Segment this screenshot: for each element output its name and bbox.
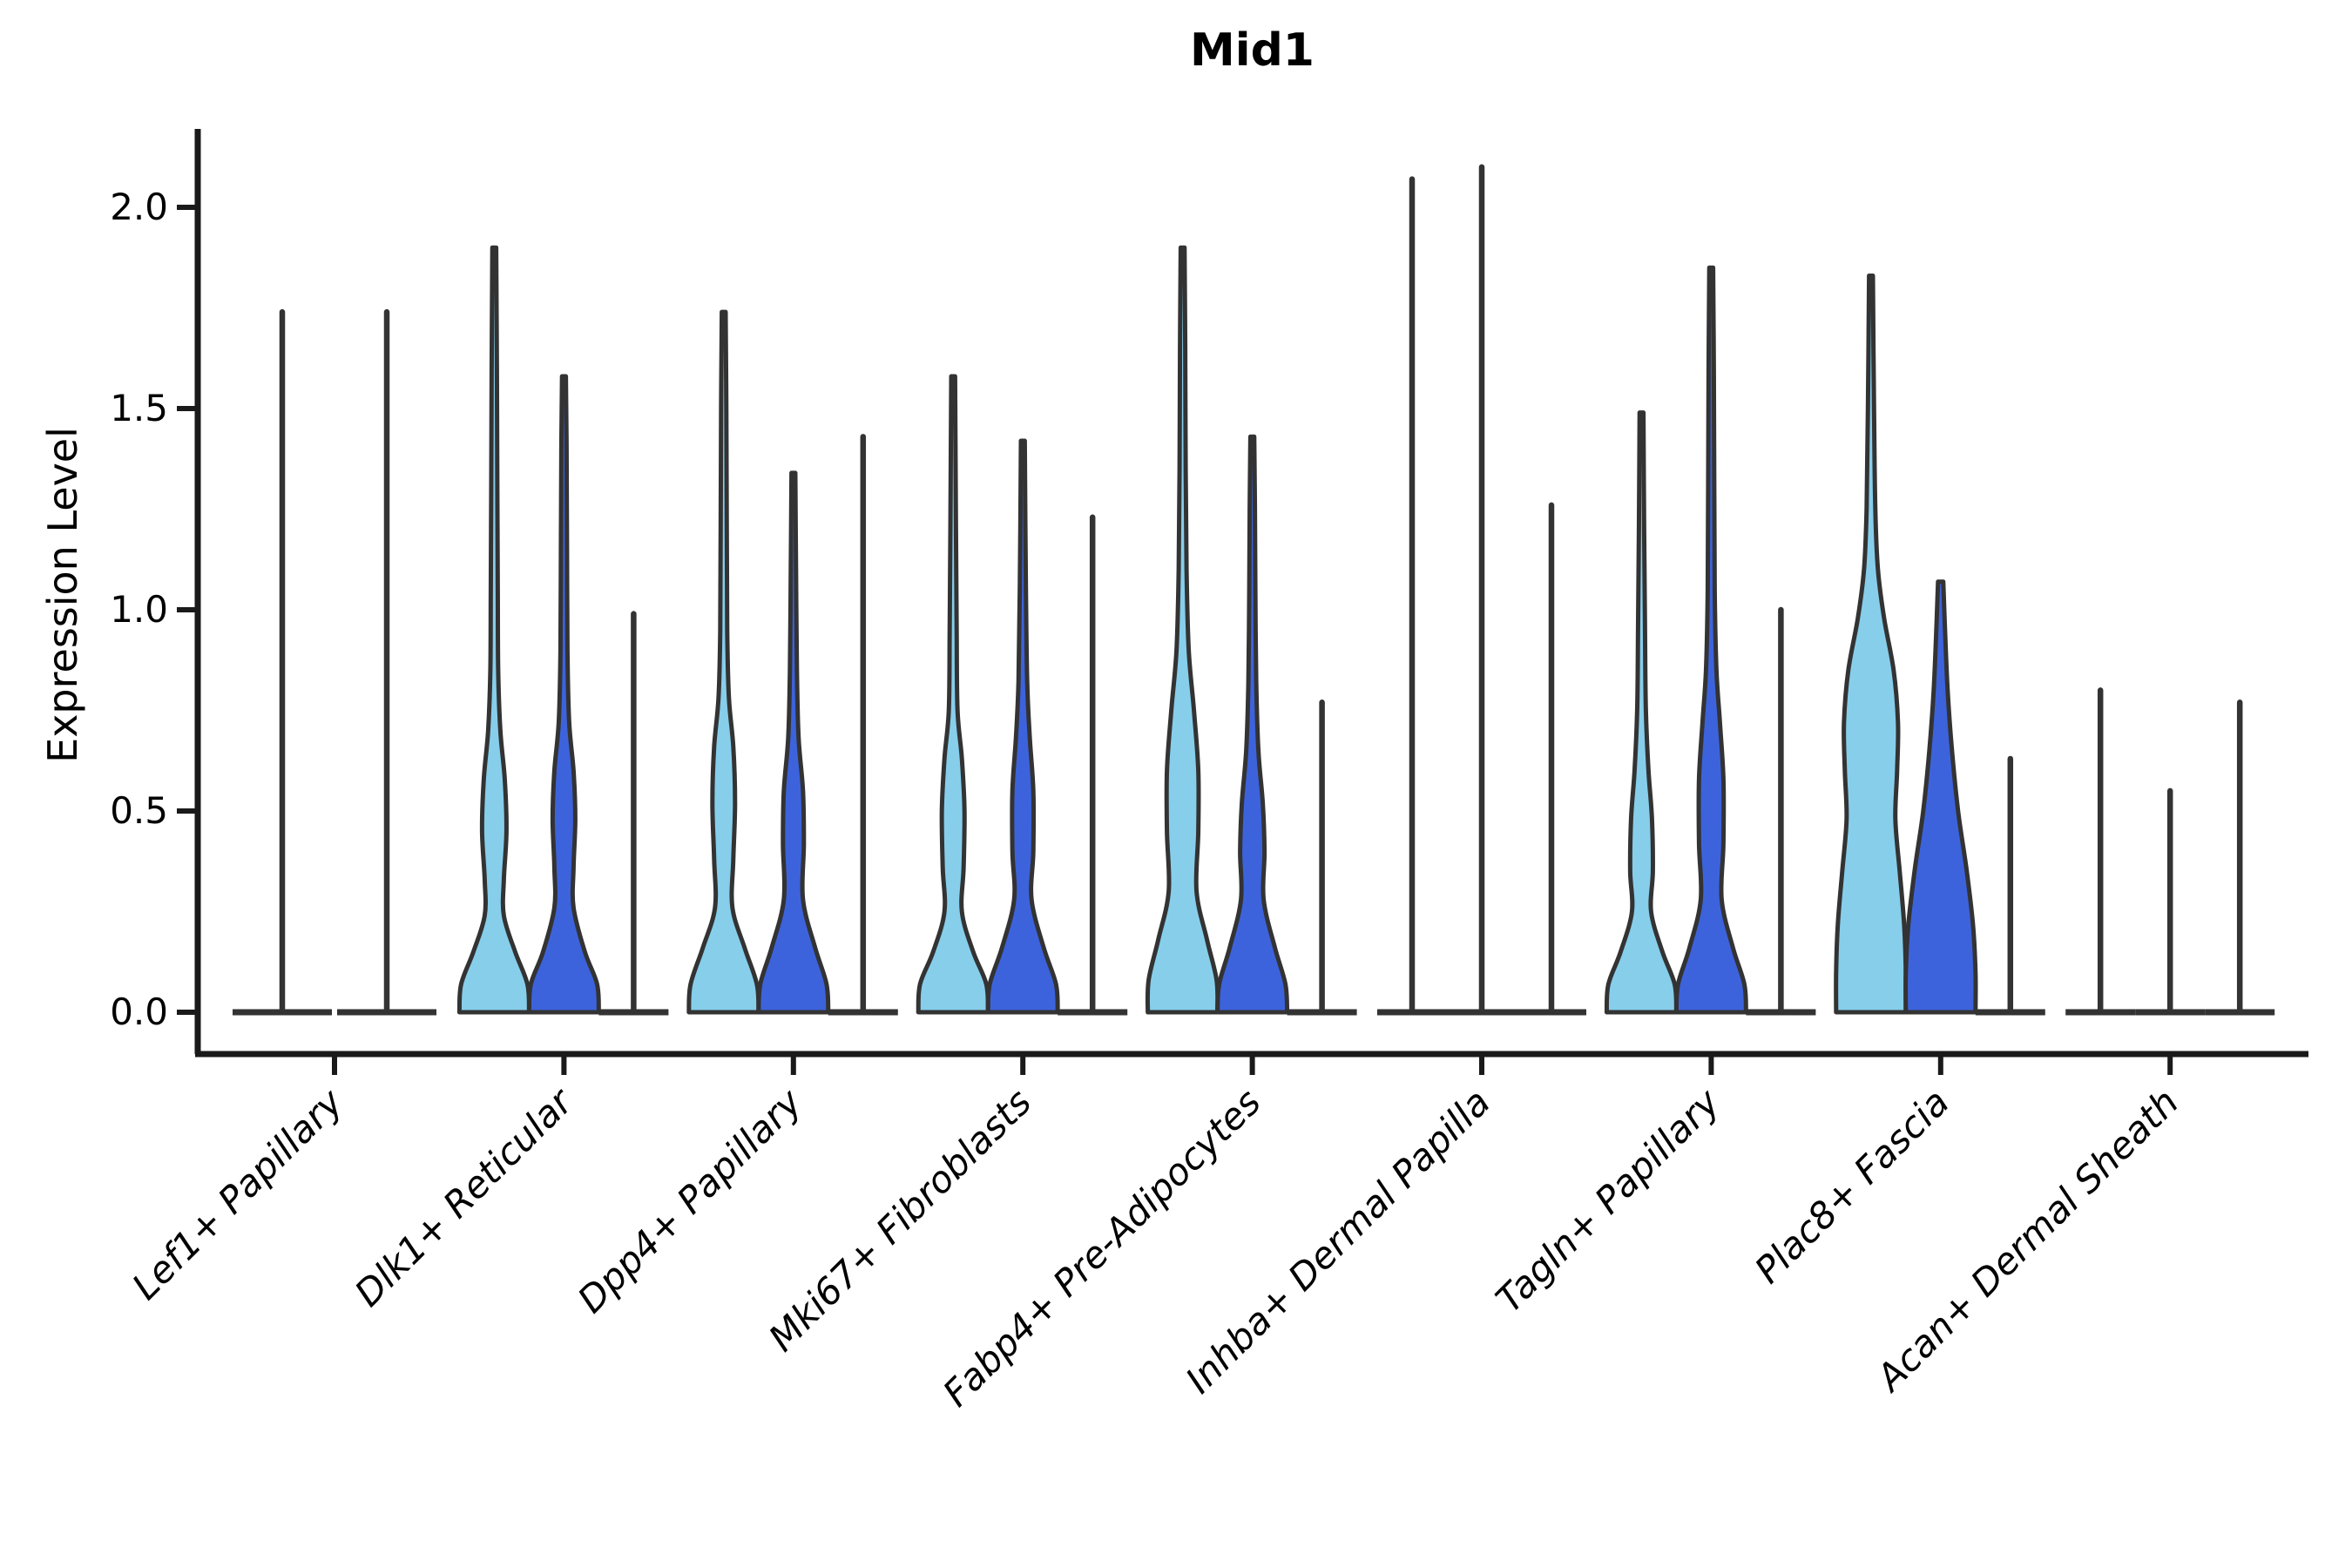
- violin-dark-1: [526, 374, 601, 1015]
- y-tick-label: 1.5: [110, 387, 168, 429]
- violin-light-1: [456, 245, 531, 1015]
- y-tick-label: 0.0: [110, 990, 168, 1033]
- x-tick-label: Mki67+ Fibroblasts: [760, 1080, 1039, 1359]
- violin-dark-6: [1673, 265, 1748, 1015]
- y-tick-label: 0.5: [110, 789, 168, 832]
- violin-light-2: [686, 309, 761, 1015]
- violin-dark-2: [756, 470, 831, 1015]
- x-tick-label: Dlk1+ Reticular: [347, 1078, 583, 1315]
- violin-dark-7: [1903, 579, 1978, 1015]
- chart-title: Mid1: [1190, 24, 1315, 77]
- x-tick-label: Tagln+ Papillary: [1488, 1080, 1729, 1321]
- violin-dark-3: [985, 438, 1060, 1015]
- violin-light-3: [916, 374, 990, 1015]
- violin-light-7: [1834, 274, 1909, 1015]
- x-tick-label: Dpp4+ Papillary: [570, 1080, 811, 1321]
- x-tick-label: Lef1+ Papillary: [124, 1080, 352, 1308]
- violin-light-4: [1145, 245, 1220, 1015]
- violin-dark-4: [1215, 434, 1290, 1015]
- violin-light-6: [1604, 410, 1679, 1015]
- y-tick-label: 1.0: [110, 588, 168, 631]
- y-axis-label: Expression Level: [39, 427, 86, 763]
- y-tick-label: 2.0: [110, 186, 168, 228]
- x-tick-label: Plac8+ Fascia: [1747, 1080, 1957, 1291]
